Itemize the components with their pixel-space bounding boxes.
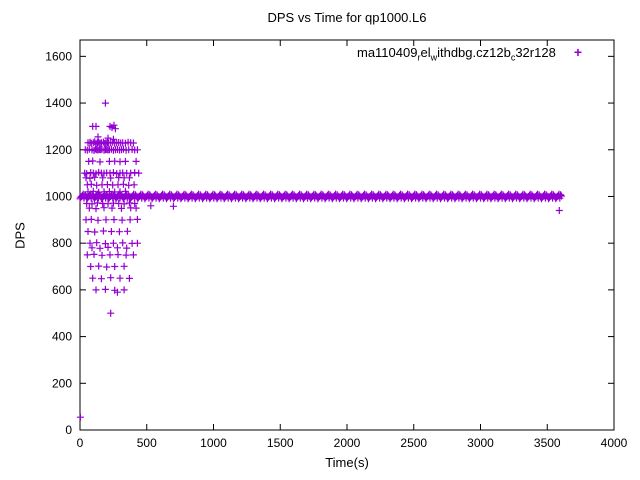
svg-text:1600: 1600 [45, 49, 72, 63]
svg-text:1200: 1200 [45, 143, 72, 157]
svg-text:1000: 1000 [45, 189, 72, 203]
svg-text:3500: 3500 [534, 436, 561, 450]
legend-label: ma110409relwithdbg.cz12bc32r128 [356, 45, 556, 63]
svg-text:1500: 1500 [267, 436, 294, 450]
svg-text:500: 500 [137, 436, 157, 450]
svg-text:400: 400 [52, 330, 72, 344]
svg-text:2000: 2000 [334, 436, 361, 450]
svg-text:1000: 1000 [200, 436, 227, 450]
svg-text:200: 200 [52, 376, 72, 390]
y-axis-label: DPS [12, 222, 28, 249]
svg-text:0: 0 [77, 436, 84, 450]
svg-text:2500: 2500 [400, 436, 427, 450]
plot-border [79, 39, 615, 431]
svg-text:0: 0 [65, 423, 72, 437]
scatter-series [76, 99, 565, 421]
svg-text:1400: 1400 [45, 96, 72, 110]
x-axis-label: Time(s) [325, 455, 369, 470]
legend-plus-marker-icon: + [573, 44, 582, 60]
svg-text:3000: 3000 [467, 436, 494, 450]
svg-text:800: 800 [52, 236, 72, 250]
chart-title: DPS vs Time for qp1000.L6 [267, 10, 427, 25]
svg-text:600: 600 [52, 283, 72, 297]
legend: ma110409relwithdbg.cz12bc32r128 + [357, 44, 582, 63]
svg-text:4000: 4000 [601, 436, 628, 450]
